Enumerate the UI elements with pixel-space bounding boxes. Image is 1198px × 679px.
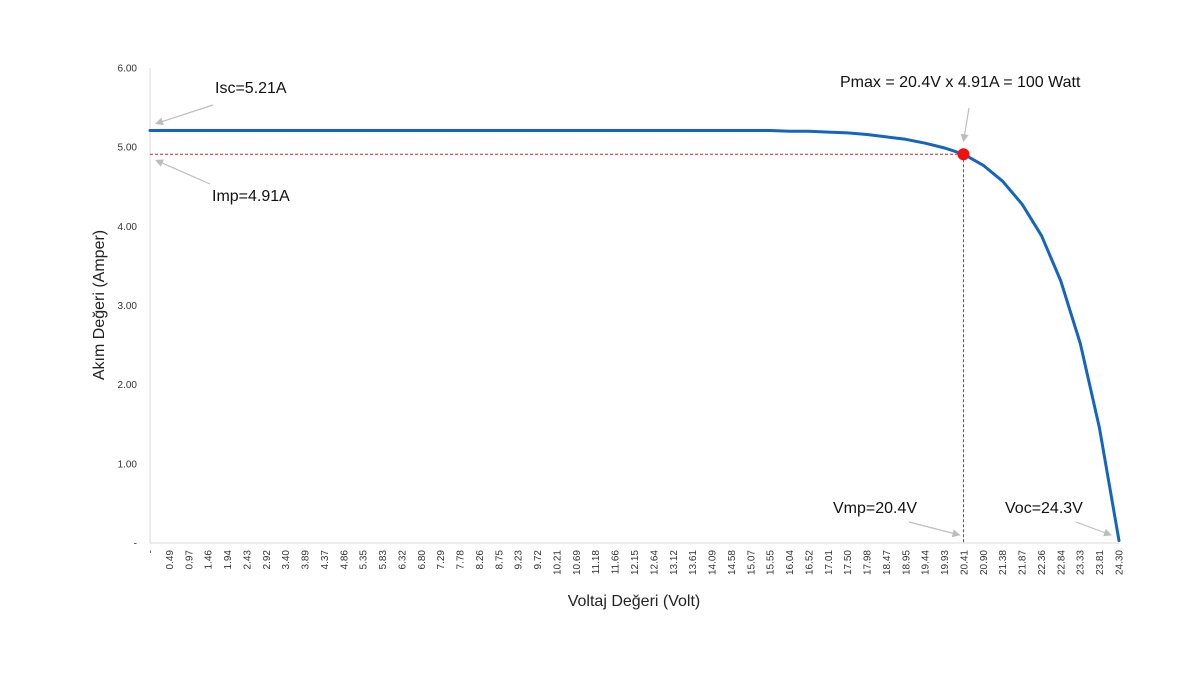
x-tick-label: 3.89: [301, 550, 312, 570]
x-tick-label: 2.43: [242, 550, 253, 570]
pmax-arrow: [960, 107, 970, 143]
x-tick-label: 15.55: [766, 550, 777, 575]
imp-annotation: Imp=4.91A: [212, 188, 290, 205]
x-tick-label: 7.78: [456, 550, 467, 570]
series-group: [148, 129, 1121, 543]
vmp-arrow: [908, 521, 961, 538]
x-tick-label: 13.12: [669, 550, 680, 575]
x-tick-label: 3.40: [281, 550, 292, 570]
x-tick-label: 9.72: [533, 550, 544, 570]
x-tick-label: 6.32: [397, 550, 408, 570]
x-tick-label: 5.35: [359, 550, 370, 570]
x-tick-label: 12.64: [649, 550, 660, 575]
x-tick-label: 18.47: [882, 550, 893, 575]
x-tick-label: -: [146, 550, 157, 553]
y-tick-label: 6.00: [118, 64, 138, 75]
x-tick-label: 0.97: [184, 550, 195, 570]
x-tick-label: 21.87: [1018, 550, 1029, 575]
voc-annotation: Voc=24.3V: [1005, 500, 1083, 517]
x-tick-label: 1.46: [204, 550, 215, 570]
x-tick-label: 24.30: [1115, 550, 1126, 575]
x-tick-label: 0.49: [165, 550, 176, 570]
x-tick-label: 12.15: [630, 550, 641, 575]
x-tick-label: 10.69: [572, 550, 583, 575]
x-tick-label: 19.93: [940, 550, 951, 575]
vmp-annotation: Vmp=20.4V: [833, 500, 917, 517]
y-axis-title: Akım Değeri (Amper): [91, 230, 108, 380]
x-tick-label: 17.50: [843, 550, 854, 575]
x-tick-label: 8.26: [475, 550, 486, 570]
x-tick-label: 2.92: [262, 550, 273, 570]
x-tick-label: 20.90: [979, 550, 990, 575]
x-tick-label: 18.95: [901, 550, 912, 575]
pmax-annotation: Pmax = 20.4V x 4.91A = 100 Watt: [840, 74, 1081, 91]
y-tick-label: 3.00: [118, 301, 138, 312]
x-tick-label: 11.18: [591, 550, 602, 575]
y-tick-label: -: [134, 539, 137, 550]
imp-arrow: [155, 159, 211, 185]
y-tick-labels: - 1.00 2.00 3.00 4.00 5.00 6.00: [118, 64, 138, 550]
x-tick-label: 17.01: [824, 550, 835, 575]
x-tick-label: 6.80: [417, 550, 428, 570]
x-tick-label: 13.61: [688, 550, 699, 575]
max-power-point: [957, 148, 970, 161]
x-tick-label: 19.44: [921, 550, 932, 575]
annotation-arrows: [155, 104, 1112, 538]
y-tick-label: 2.00: [118, 380, 138, 391]
x-tick-label: 22.36: [1037, 550, 1048, 575]
x-tick-label: 5.83: [378, 550, 389, 570]
x-tick-label: 21.38: [998, 550, 1009, 575]
isc-annotation: Isc=5.21A: [215, 80, 287, 97]
x-tick-label: 20.41: [960, 550, 971, 575]
x-tick-label: 17.98: [863, 550, 874, 575]
x-tick-label: 14.09: [708, 550, 719, 575]
x-tick-label: 15.07: [746, 550, 757, 575]
voc-arrow: [1075, 521, 1112, 537]
x-tick-label: 23.81: [1095, 550, 1106, 575]
y-tick-label: 1.00: [118, 459, 138, 470]
x-tick-label: 9.23: [514, 550, 525, 570]
x-tick-label: 23.33: [1076, 550, 1087, 575]
x-tick-label: 4.37: [320, 550, 331, 570]
axes: [149, 68, 1119, 544]
y-tick-label: 4.00: [118, 222, 138, 233]
x-tick-label: 4.86: [339, 550, 350, 570]
x-tick-label: 1.94: [223, 550, 234, 570]
x-tick-label: 11.66: [611, 550, 622, 575]
y-tick-label: 5.00: [118, 143, 138, 154]
x-tick-label: 16.52: [804, 550, 815, 575]
reference-lines: [150, 153, 964, 543]
x-tick-label: 14.58: [727, 550, 738, 575]
iv-curve-line: [148, 129, 1121, 543]
x-tick-label: 22.84: [1056, 550, 1067, 575]
isc-arrow: [155, 104, 214, 126]
x-tick-label: 10.21: [553, 550, 564, 575]
x-tick-labels: - 0.49 0.97 1.46 1.94 2.43 2.92 3.40 3.89 4.37 4.8…: [146, 550, 1126, 575]
x-tick-label: 7.29: [436, 550, 447, 570]
x-tick-label: 8.75: [494, 550, 505, 570]
x-tick-label: 16.04: [785, 550, 796, 575]
x-axis-title: Voltaj Değeri (Volt): [568, 593, 701, 610]
points-group: [957, 148, 970, 161]
